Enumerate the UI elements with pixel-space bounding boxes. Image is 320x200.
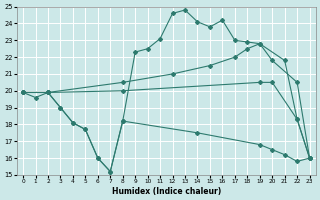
X-axis label: Humidex (Indice chaleur): Humidex (Indice chaleur) bbox=[112, 187, 221, 196]
